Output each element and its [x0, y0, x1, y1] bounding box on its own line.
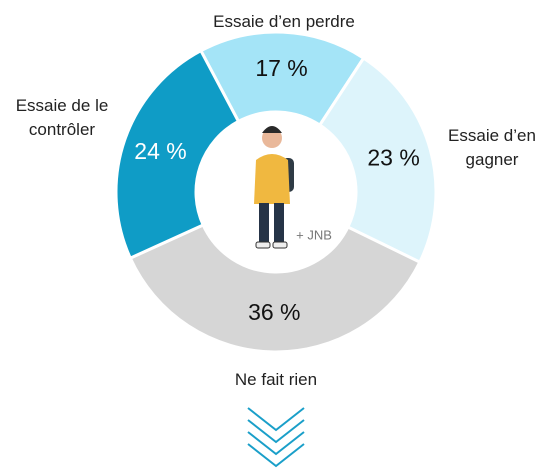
- category-label: Essaie d’en perdre: [213, 12, 355, 31]
- value-label: 36 %: [248, 299, 300, 325]
- person-illustration: [254, 126, 294, 249]
- value-label: 23 %: [367, 145, 419, 171]
- center-note: + JNB: [296, 227, 332, 242]
- value-label: 17 %: [255, 55, 307, 81]
- slices: [114, 30, 438, 354]
- slice: [128, 223, 422, 354]
- value-label: 24 %: [134, 138, 186, 164]
- chevrons: [247, 407, 305, 468]
- category-label: Essaie d’en gagner: [448, 126, 536, 169]
- category-label: Ne fait rien: [234, 370, 318, 389]
- category-label: Essaie de le contrôler: [15, 96, 109, 139]
